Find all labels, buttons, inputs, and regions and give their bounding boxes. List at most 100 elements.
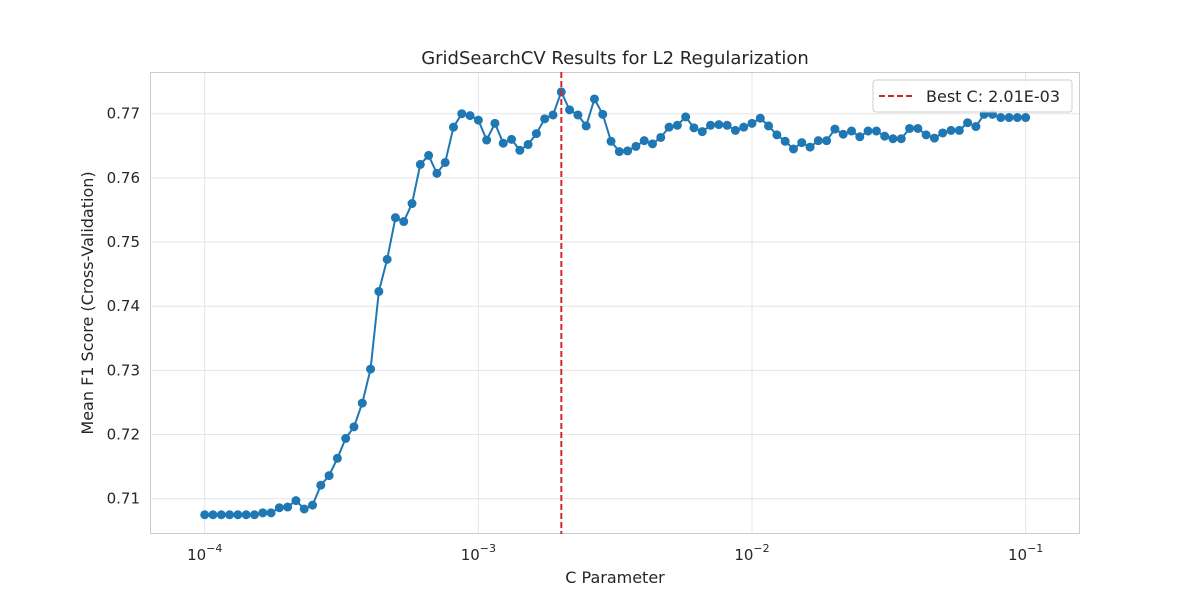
- data-point: [606, 136, 616, 146]
- data-point: [399, 217, 409, 227]
- data-point: [515, 145, 525, 155]
- data-point: [631, 141, 641, 151]
- plot-frame: [150, 72, 1080, 534]
- data-point: [938, 128, 948, 138]
- data-point: [880, 131, 890, 141]
- data-point: [407, 199, 417, 209]
- data-point: [822, 136, 832, 146]
- y-tick-labels: 0.71 0.72 0.73 0.74 0.75 0.76 0.77: [107, 105, 140, 508]
- data-point: [424, 150, 434, 160]
- data-point: [565, 105, 575, 115]
- x-tick-exponent: −1: [1027, 542, 1043, 555]
- data-point: [332, 453, 342, 463]
- data-point: [241, 510, 251, 520]
- data-point: [722, 120, 732, 130]
- data-point: [739, 122, 749, 132]
- data-point: [656, 132, 666, 142]
- x-tick-label: 10−3: [461, 542, 496, 564]
- data-point: [573, 110, 583, 120]
- data-point: [258, 508, 268, 518]
- data-point: [349, 422, 359, 432]
- data-point: [498, 138, 508, 148]
- data-point: [357, 398, 367, 408]
- data-point: [614, 147, 624, 157]
- data-point: [366, 364, 376, 374]
- y-tick-label: 0.75: [107, 233, 140, 251]
- data-point: [523, 140, 533, 150]
- data-point: [830, 124, 840, 134]
- data-point: [390, 213, 400, 223]
- data-point: [225, 510, 235, 520]
- data-point: [341, 433, 351, 443]
- data-point: [283, 502, 293, 512]
- data-point: [482, 135, 492, 145]
- data-point: [963, 118, 973, 128]
- data-point: [896, 134, 906, 144]
- x-tick-label: 10−2: [734, 542, 769, 564]
- data-point: [780, 136, 790, 146]
- data-point: [200, 510, 210, 520]
- data-point: [598, 109, 608, 119]
- data-point: [507, 134, 517, 144]
- data-point: [308, 500, 318, 510]
- data-point: [440, 157, 450, 167]
- y-tick-label: 0.73: [107, 361, 140, 379]
- data-point: [871, 126, 881, 136]
- data-point: [847, 126, 857, 136]
- x-tick-exponent: −2: [753, 542, 769, 555]
- chart-title: GridSearchCV Results for L2 Regularizati…: [421, 48, 809, 69]
- y-axis-label: Mean F1 Score (Cross-Validation): [78, 171, 97, 434]
- data-point: [797, 138, 807, 148]
- data-point: [971, 122, 981, 132]
- x-tick-label: 10−1: [1008, 542, 1043, 564]
- x-tick-base: 10: [734, 546, 753, 564]
- data-point: [299, 504, 309, 514]
- data-point: [548, 110, 558, 120]
- data-point: [623, 146, 633, 156]
- data-point: [805, 142, 815, 152]
- legend-box: [872, 79, 1073, 113]
- x-tick-exponent: −4: [206, 542, 222, 555]
- data-point: [788, 144, 798, 154]
- data-point: [589, 94, 599, 104]
- data-point: [772, 130, 782, 140]
- y-tick-label: 0.74: [107, 297, 140, 315]
- data-point: [382, 254, 392, 264]
- data-point: [764, 121, 774, 131]
- data-point: [730, 125, 740, 135]
- data-point: [291, 496, 301, 506]
- data-point: [448, 122, 458, 132]
- x-tick-labels: 10−4 10−3 10−2 10−1: [187, 542, 1043, 564]
- x-tick-exponent: −3: [480, 542, 496, 555]
- data-point: [672, 120, 682, 130]
- data-point: [954, 125, 964, 135]
- legend-entry-best-c: Best C: 2.01E-03: [926, 87, 1060, 106]
- data-point: [581, 121, 591, 131]
- legend: Best C: 2.01E-03: [872, 79, 1073, 113]
- data-point: [689, 123, 699, 133]
- data-point: [905, 123, 915, 133]
- data-point: [266, 508, 276, 518]
- data-point: [639, 136, 649, 146]
- data-point: [946, 125, 956, 135]
- data-point: [457, 109, 467, 119]
- data-point: [473, 115, 483, 125]
- data-point: [465, 111, 475, 121]
- data-point: [863, 126, 873, 136]
- grid: [150, 72, 1080, 534]
- data-point: [216, 510, 226, 520]
- data-point: [747, 118, 757, 128]
- data-point: [490, 118, 500, 128]
- data-point: [755, 113, 765, 123]
- data-point: [233, 510, 243, 520]
- data-point: [647, 139, 657, 149]
- data-point: [929, 133, 939, 143]
- data-point: [208, 510, 218, 520]
- data-point: [540, 114, 550, 124]
- data-point: [664, 122, 674, 132]
- data-point: [888, 134, 898, 144]
- x-tick-base: 10: [461, 546, 480, 564]
- data-point: [913, 123, 923, 133]
- data-point: [681, 112, 691, 122]
